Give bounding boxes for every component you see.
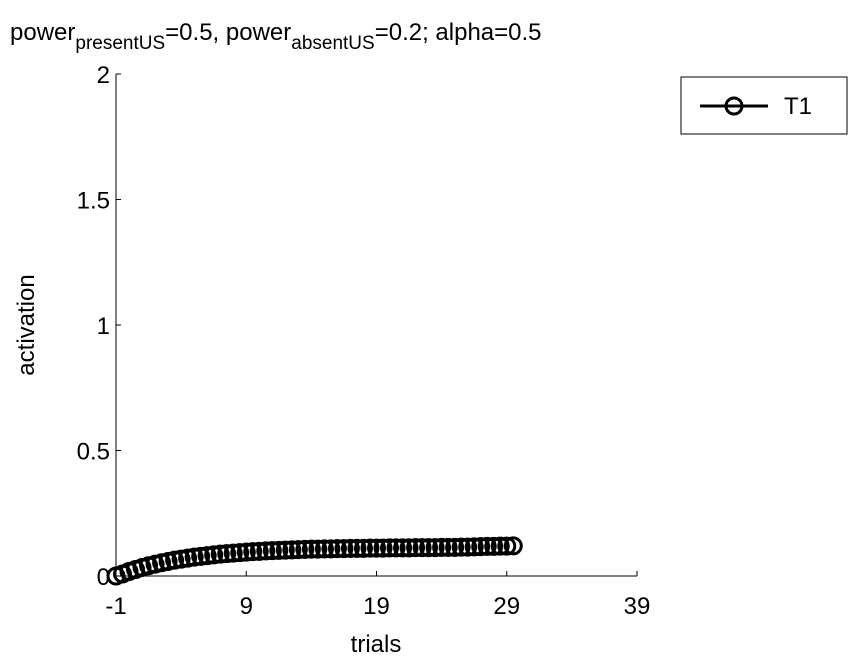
data-point [282, 540, 302, 560]
data-point [197, 546, 217, 566]
title-part-1: power [10, 19, 75, 46]
data-point [438, 537, 458, 557]
x-tick-label: -1 [105, 593, 126, 620]
data-point [275, 540, 295, 560]
y-tick-label: 0.5 [77, 439, 110, 466]
data-point [269, 540, 289, 560]
data-point [334, 539, 354, 559]
x-tick-label: 9 [240, 593, 253, 620]
data-point [301, 539, 321, 559]
data-point [386, 538, 406, 558]
y-tick-label: 2 [97, 62, 110, 89]
data-point [464, 537, 484, 557]
data-point [425, 538, 445, 558]
data-point [262, 541, 282, 561]
data-point [471, 537, 491, 557]
data-point [165, 550, 185, 570]
y-axis-label: activation [13, 274, 40, 375]
legend: T1 [680, 76, 848, 135]
data-point [451, 537, 471, 557]
legend-label-t1: T1 [784, 93, 812, 120]
data-point [210, 544, 230, 564]
data-point [327, 539, 347, 559]
data-point [458, 537, 478, 557]
data-point [347, 538, 367, 558]
data-point [490, 536, 510, 556]
y-tick-label: 1.5 [77, 188, 110, 215]
data-point [445, 537, 465, 557]
legend-marker-sample [724, 96, 744, 116]
x-tick-label: 19 [363, 593, 390, 620]
data-point [353, 538, 373, 558]
data-point [321, 539, 341, 559]
data-point [373, 538, 393, 558]
data-point [295, 539, 315, 559]
data-point [314, 539, 334, 559]
y-tick-label: 1 [97, 313, 110, 340]
data-point [223, 543, 243, 563]
data-point [497, 536, 517, 556]
data-point [191, 546, 211, 566]
data-point [477, 536, 497, 556]
y-tick-label: 0 [97, 564, 110, 591]
data-point [288, 540, 308, 560]
data-point [432, 537, 452, 557]
title-subscript-2: absentUS [291, 33, 374, 54]
data-point [340, 538, 360, 558]
data-point [393, 538, 413, 558]
x-tick-label: 39 [624, 593, 651, 620]
data-point [360, 538, 380, 558]
x-ticks: -1 9 19 29 39 [105, 571, 650, 620]
title-subscript-1: presentUS [75, 33, 165, 54]
data-point [178, 548, 198, 568]
chart-title: powerpresentUS=0.5, powerabsentUS=0.2; a… [10, 19, 542, 54]
data-point [380, 538, 400, 558]
y-ticks: 0 0.5 1 1.5 2 [77, 62, 121, 591]
title-part-2: =0.5, power [165, 19, 291, 46]
x-axis-label: trials [351, 631, 402, 658]
data-point [230, 543, 250, 563]
data-point [217, 544, 237, 564]
data-point [236, 542, 256, 562]
data-point [171, 549, 191, 569]
data-point [256, 541, 276, 561]
data-point [243, 542, 263, 562]
data-point [204, 545, 224, 565]
data-point [503, 536, 523, 556]
data-point [367, 538, 386, 558]
title-part-3: =0.2; alpha=0.5 [375, 19, 542, 46]
data-point [308, 539, 328, 559]
data-point [399, 538, 419, 558]
x-tick-label: 29 [493, 593, 520, 620]
data-point [484, 536, 504, 556]
data-point [406, 538, 426, 558]
data-point [249, 541, 269, 561]
data-point [412, 538, 432, 558]
series-t1-markers [106, 536, 523, 586]
data-point [419, 538, 439, 558]
data-point [184, 547, 204, 567]
